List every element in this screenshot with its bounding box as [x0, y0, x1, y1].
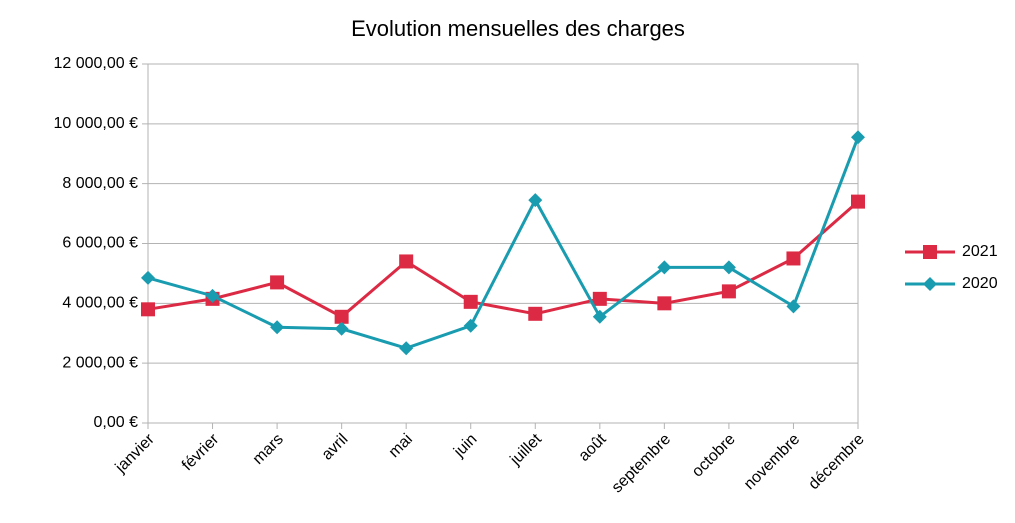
marker [205, 288, 220, 303]
marker [399, 341, 414, 356]
x-tick-label: avril [319, 431, 352, 464]
marker [657, 296, 672, 311]
y-tick-label: 12 000,00 € [53, 55, 138, 72]
plot-border [147, 63, 859, 424]
marker [463, 318, 478, 333]
x-tick-label: janvier [112, 430, 159, 477]
marker [721, 284, 736, 299]
marker [923, 277, 937, 291]
x-tick-label: février [179, 430, 223, 474]
y-tick-label: 6 000,00 € [62, 235, 138, 252]
y-tick-label: 8 000,00 € [62, 175, 138, 192]
marker [592, 309, 607, 324]
marker [721, 260, 736, 275]
marker [334, 321, 349, 336]
y-tick-label: 2 000,00 € [62, 354, 138, 371]
marker [923, 245, 937, 259]
x-tick-label: novembre [741, 431, 803, 493]
marker [786, 299, 801, 314]
marker [270, 320, 285, 335]
chart-title: Evolution mensuelles des charges [351, 16, 685, 41]
marker [141, 270, 155, 285]
line [147, 136, 860, 350]
x-tick-label: mai [386, 431, 416, 461]
marker [851, 194, 865, 209]
y-tick-label: 4 000,00 € [62, 295, 138, 312]
marker [851, 130, 865, 145]
x-tick-label: mars [250, 431, 287, 468]
marker [463, 294, 478, 309]
marker [399, 254, 414, 269]
legend-label: 2021 [962, 243, 998, 260]
marker [786, 251, 801, 266]
legend-label: 2020 [962, 275, 998, 292]
x-tick-label: juin [450, 431, 480, 461]
y-tick-label: 0,00 € [94, 414, 139, 431]
marker [141, 302, 155, 317]
marker [334, 309, 349, 324]
marker [592, 291, 607, 306]
marker [528, 193, 543, 208]
x-tick-label: décembre [805, 431, 867, 493]
y-tick-label: 10 000,00 € [53, 115, 138, 132]
marker [657, 260, 672, 275]
marker [270, 275, 285, 290]
x-tick-label: septembre [609, 431, 675, 497]
x-tick-label: juillet [507, 430, 546, 469]
x-tick-label: août [576, 430, 610, 464]
x-tick-label: octobre [689, 431, 739, 481]
line [147, 200, 859, 319]
marker [528, 306, 543, 321]
